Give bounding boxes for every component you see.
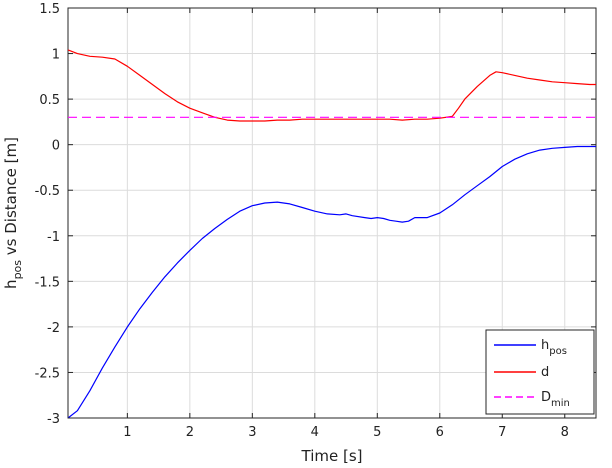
x-axis-label: Time [s]	[301, 447, 363, 465]
y-tick-label: -0.5	[35, 184, 60, 199]
legend-label-d-min: Dmin	[541, 390, 570, 409]
y-axis-label-rest: vs Distance [m]	[2, 137, 20, 260]
x-tick-label: 5	[373, 425, 381, 440]
x-tick-label: 4	[311, 425, 319, 440]
y-axis-label-sub: pos	[11, 260, 24, 280]
y-tick-label: 0.5	[39, 93, 60, 108]
legend: hpos d Dmin	[485, 329, 595, 415]
x-tick-label: 2	[186, 425, 194, 440]
y-axis-label-main: h	[2, 279, 20, 289]
y-tick-label: -2.5	[35, 366, 60, 381]
y-tick-label: 1.5	[39, 2, 60, 17]
y-tick-label: -1	[47, 230, 60, 245]
plot-area	[67, 7, 597, 419]
y-tick-label: 0	[52, 139, 60, 154]
legend-label-h-pos: hpos	[541, 338, 567, 357]
x-tick-label: 7	[498, 425, 506, 440]
y-tick-label: -1.5	[35, 275, 60, 290]
series-group	[67, 49, 596, 419]
legend-label-d: d	[541, 365, 549, 380]
d-line	[67, 49, 596, 122]
x-tick-label: 6	[436, 425, 444, 440]
x-tick-label: 8	[561, 425, 569, 440]
x-tick-label: 1	[123, 425, 131, 440]
y-tick-label: -2	[47, 321, 60, 336]
y-tick-label: 1	[52, 48, 60, 63]
h-pos-line	[67, 145, 596, 419]
x-tick-label: 3	[248, 425, 256, 440]
ticks: 1 2 3 4 5 6 7 8 -3 -2.5 -2 -1.5 -1 -0.5 0 0.5 1 1.5	[35, 2, 596, 440]
y-tick-label: -3	[47, 412, 60, 427]
y-axis-label: hpos vs Distance [m]	[2, 137, 24, 289]
